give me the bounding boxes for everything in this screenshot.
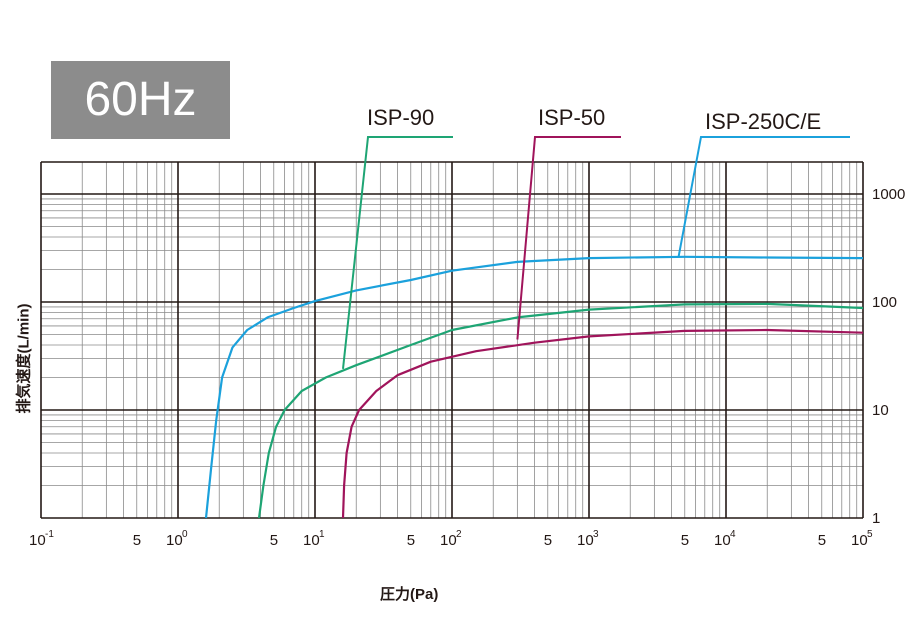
y-axis-label: 排気速度(L/min) <box>15 303 33 414</box>
series-line-isp-50 <box>341 328 864 519</box>
grid-major <box>40 161 864 519</box>
series-line-isp-250c-e <box>204 255 864 519</box>
x-tick-label: 10 <box>303 532 320 549</box>
y-axis-ticks: 1 10 100 1000 <box>872 186 905 527</box>
series-label-isp-50: ISP-50 <box>538 105 605 130</box>
series-line-isp-90 <box>257 302 864 519</box>
x-tick-label-minor: 5 <box>681 532 689 549</box>
x-tick-label-minor: 5 <box>544 532 552 549</box>
leader-line-isp-90 <box>342 136 453 370</box>
x-tick-label: 10 <box>851 532 868 549</box>
series-label-isp-90: ISP-90 <box>367 105 434 130</box>
x-tick-exponent: 0 <box>182 529 188 540</box>
x-tick-label-minor: 5 <box>818 532 826 549</box>
x-tick-exponent: 3 <box>593 529 599 540</box>
leader-line-isp-50 <box>516 136 621 340</box>
y-tick-label: 10 <box>872 402 889 419</box>
x-tick-label: 10 <box>29 532 46 549</box>
x-axis-ticks: 10 -1 10 0 10 1 10 2 10 3 10 4 10 55 5 5 5 5 5 <box>29 529 873 549</box>
x-tick-label: 10 <box>714 532 731 549</box>
x-tick-exponent: 1 <box>319 529 325 540</box>
x-tick-label-minor: 5 <box>133 532 141 549</box>
x-tick-exponent: 4 <box>730 529 736 540</box>
x-tick-exponent: -1 <box>45 529 54 540</box>
series-label-isp-250c-e: ISP-250C/E <box>705 109 821 134</box>
y-tick-label: 1 <box>872 510 880 527</box>
y-tick-label: 1000 <box>872 186 905 203</box>
x-tick-label-minor: 5 <box>270 532 278 549</box>
x-tick-label: 10 <box>577 532 594 549</box>
x-tick-label: 10 <box>440 532 457 549</box>
curves: ISP-250C/E ISP-90 ISP-50 <box>204 105 864 519</box>
x-tick-label-minor: 5 <box>407 532 415 549</box>
y-tick-label: 100 <box>872 294 897 311</box>
frequency-badge: 60Hz <box>51 61 230 139</box>
x-tick-label: 10 <box>166 532 183 549</box>
x-axis-label: 圧力(Pa) <box>380 586 439 603</box>
x-tick-exponent: 2 <box>456 529 462 540</box>
leader-line-isp-250c-e <box>677 136 850 258</box>
x-tick-exponent: 5 <box>867 529 873 540</box>
